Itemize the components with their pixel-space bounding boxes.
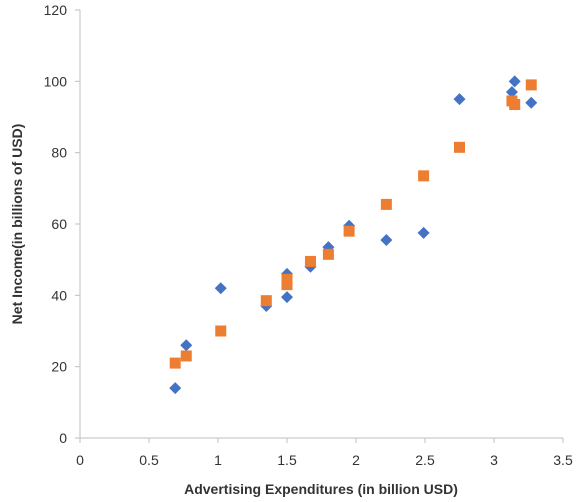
x-tick-label: 3 <box>490 452 498 468</box>
diamond-data-point <box>508 75 521 88</box>
data-points <box>169 75 538 395</box>
square-data-point <box>322 248 334 260</box>
diamond-data-point <box>380 234 393 247</box>
x-tick-label: 3.5 <box>553 452 573 468</box>
y-tick-label: 20 <box>51 359 67 375</box>
square-data-point <box>343 225 355 237</box>
square-data-point <box>454 141 465 153</box>
diamond-data-point <box>453 93 466 106</box>
y-tick-label: 80 <box>51 145 67 161</box>
y-tick-label: 0 <box>59 430 67 446</box>
y-tick-label: 100 <box>44 73 68 89</box>
x-tick-label: 1.5 <box>277 452 297 468</box>
x-tick-label: 2 <box>352 452 360 468</box>
diamond-data-point <box>214 282 227 295</box>
diamond-data-point <box>417 226 430 239</box>
square-data-point <box>260 295 272 307</box>
square-data-point <box>509 99 521 111</box>
diamond-data-point <box>281 291 293 304</box>
y-tick-label: 40 <box>51 287 67 303</box>
square-data-point <box>281 279 293 291</box>
diamond-data-point <box>169 382 182 395</box>
x-tick-label: 0.5 <box>139 452 159 468</box>
diamond-data-point <box>525 96 538 109</box>
square-data-point <box>525 79 537 91</box>
square-data-point <box>380 198 392 210</box>
y-axis-title: Net Income(in billions of USD) <box>9 124 25 325</box>
square-data-point <box>304 255 316 267</box>
square-data-point <box>180 350 192 362</box>
square-data-point <box>169 357 181 369</box>
diamond-data-point <box>505 86 518 99</box>
diamond-data-point <box>180 339 193 352</box>
x-tick-label: 0 <box>76 452 84 468</box>
x-axis-title: Advertising Expenditures (in billion USD… <box>184 481 458 497</box>
y-tick-label: 120 <box>44 2 68 18</box>
y-tick-label: 60 <box>51 216 67 232</box>
y-tick-labels: 0 20 40 60 80 100 120 <box>44 2 80 446</box>
square-data-point <box>418 170 430 182</box>
axes <box>79 10 563 439</box>
x-tick-label: 1 <box>214 452 222 468</box>
x-tick-label: 2.5 <box>415 452 435 468</box>
x-tick-labels: 0 0.5 1 1.5 2 2.5 3 3.5 <box>76 438 573 468</box>
square-data-point <box>215 325 227 337</box>
